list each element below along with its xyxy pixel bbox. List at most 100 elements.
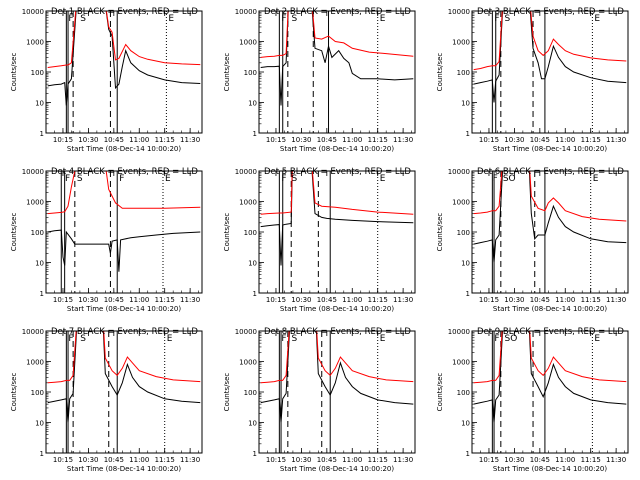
x-tick-label: 11:30 xyxy=(180,456,200,464)
x-tick-label: 11:00 xyxy=(129,136,149,144)
panel-title: Det 4 BLACK = Events, RED = LLD xyxy=(51,167,198,177)
y-tick-label: 10 xyxy=(35,100,44,108)
x-tick-label: 10:15 xyxy=(53,456,73,464)
detector-panel: 1 10 100 1000 10000 10:15 10:30 10:45 11:00 11:15… xyxy=(223,7,416,153)
x-tick-label: 10:15 xyxy=(479,456,499,464)
plot-frame xyxy=(471,10,629,134)
region-letter: S xyxy=(292,174,298,184)
plot-frame xyxy=(258,170,416,294)
x-tick-label: 10:45 xyxy=(104,136,124,144)
y-axis-label: Counts/sec xyxy=(436,373,444,412)
region-letter: E xyxy=(380,174,386,184)
panel-title: Det 9 BLACK = Events, RED = LLD xyxy=(477,327,624,337)
x-tick-label: 11:00 xyxy=(555,296,575,304)
region-letter: F xyxy=(281,174,286,184)
events-series-line xyxy=(260,171,414,266)
y-tick-label: 10000 xyxy=(22,328,44,336)
plot-frame xyxy=(45,10,203,134)
region-letter: F xyxy=(281,14,286,24)
x-tick-label: 10:30 xyxy=(291,136,311,144)
detector-panel: 1 10 100 1000 10000 10:15 10:30 10:45 11:00 11:15… xyxy=(436,327,629,473)
region-letter: F xyxy=(281,334,286,344)
x-tick-label: 10:30 xyxy=(78,296,98,304)
region-letter: F xyxy=(68,334,73,344)
x-tick-label: 11:00 xyxy=(555,136,575,144)
x-tick-label: 11:15 xyxy=(368,456,388,464)
panel-title: Det 3 BLACK = Events, RED = LLD xyxy=(477,7,624,17)
x-tick-label: 11:30 xyxy=(180,296,200,304)
region-letter: S xyxy=(292,334,298,344)
y-tick-label: 1 xyxy=(253,290,257,298)
y-tick-label: 10000 xyxy=(448,168,470,176)
x-tick-label: 11:30 xyxy=(180,136,200,144)
x-tick-label: 11:15 xyxy=(581,296,601,304)
y-tick-label: 1 xyxy=(466,450,470,458)
y-tick-label: 100 xyxy=(31,229,44,237)
region-letter: E xyxy=(380,14,386,24)
x-tick-label: 10:45 xyxy=(530,136,550,144)
x-axis-label: Start Time (08-Dec-14 10:00:20) xyxy=(280,305,394,313)
x-axis-label: Start Time (08-Dec-14 10:00:20) xyxy=(67,465,181,473)
x-tick-label: 10:45 xyxy=(104,296,124,304)
panel-title: Det 1 BLACK = Events, RED = LLD xyxy=(51,7,198,17)
y-tick-label: 100 xyxy=(244,69,257,77)
y-tick-label: 10000 xyxy=(22,168,44,176)
y-tick-label: 1000 xyxy=(239,199,257,207)
y-tick-label: 10000 xyxy=(235,168,257,176)
x-tick-label: 10:15 xyxy=(479,136,499,144)
x-axis-label: Start Time (08-Dec-14 10:00:20) xyxy=(280,145,394,153)
lld-series-line xyxy=(260,171,414,215)
detector-panel: 1 10 100 1000 10000 10:15 10:30 10:45 11:00 11:15… xyxy=(223,167,416,313)
x-tick-label: 10:30 xyxy=(504,296,524,304)
region-letter: SO xyxy=(503,174,516,184)
x-tick-label: 11:30 xyxy=(393,136,413,144)
y-tick-label: 1 xyxy=(40,450,44,458)
detector-panel: 1 10 100 1000 10000 10:15 10:30 10:45 11:00 11:15… xyxy=(10,167,203,313)
y-tick-label: 10 xyxy=(35,260,44,268)
lld-series-line xyxy=(473,11,627,71)
lld-series-line xyxy=(260,331,414,384)
y-tick-label: 10 xyxy=(35,420,44,428)
region-letter: S xyxy=(77,174,83,184)
x-tick-label: 10:45 xyxy=(317,136,337,144)
y-tick-label: 1000 xyxy=(239,39,257,47)
detector-panel: 1 10 100 1000 10000 10:15 10:30 10:45 11:00 11:15… xyxy=(223,327,416,473)
x-tick-label: 10:15 xyxy=(53,136,73,144)
lld-series-line xyxy=(47,331,201,384)
plot-frame xyxy=(258,330,416,454)
x-tick-label: 10:30 xyxy=(291,296,311,304)
region-letter: F xyxy=(68,14,73,24)
y-tick-label: 100 xyxy=(31,69,44,77)
x-tick-label: 10:15 xyxy=(266,136,286,144)
x-tick-label: 11:00 xyxy=(342,296,362,304)
events-series-line xyxy=(47,229,201,272)
x-axis-label: Start Time (08-Dec-14 10:00:20) xyxy=(493,305,607,313)
region-letter: E xyxy=(593,174,599,184)
y-tick-label: 10 xyxy=(248,100,257,108)
plot-frame xyxy=(471,170,629,294)
x-tick-label: 11:15 xyxy=(155,296,175,304)
x-tick-label: 11:15 xyxy=(368,136,388,144)
x-tick-label: 11:30 xyxy=(393,456,413,464)
region-letter: S xyxy=(80,14,86,24)
y-axis-label: Counts/sec xyxy=(223,53,231,92)
events-series-line xyxy=(47,331,201,423)
y-tick-label: 1000 xyxy=(452,39,470,47)
y-tick-label: 100 xyxy=(244,229,257,237)
x-tick-label: 11:30 xyxy=(606,136,626,144)
panel-title: Det 8 BLACK = Events, RED = LLD xyxy=(264,327,411,337)
x-tick-label: 10:30 xyxy=(504,456,524,464)
region-letter: F xyxy=(493,174,498,184)
y-tick-label: 10000 xyxy=(235,328,257,336)
x-tick-label: 10:15 xyxy=(53,296,73,304)
y-tick-label: 100 xyxy=(457,69,470,77)
x-axis-label: Start Time (08-Dec-14 10:00:20) xyxy=(67,145,181,153)
panel-title: Det 5 BLACK = Events, RED = LLD xyxy=(264,167,411,177)
y-tick-label: 10 xyxy=(461,260,470,268)
y-tick-label: 1000 xyxy=(239,359,257,367)
y-tick-label: 10000 xyxy=(448,8,470,16)
x-tick-label: 10:45 xyxy=(317,296,337,304)
y-tick-label: 100 xyxy=(457,389,470,397)
x-tick-label: 11:15 xyxy=(581,136,601,144)
region-letter: E xyxy=(168,14,174,24)
